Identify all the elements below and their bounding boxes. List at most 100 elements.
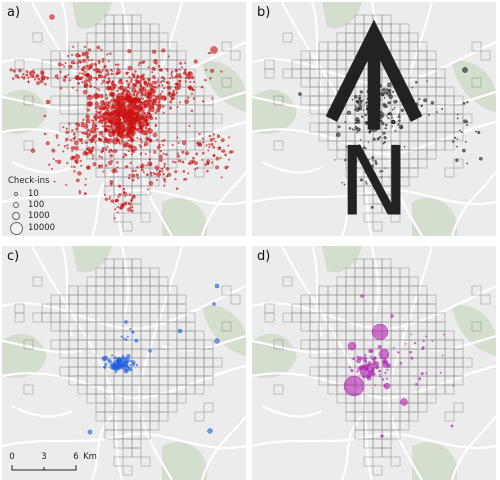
- checkin-point: [213, 154, 216, 157]
- checkin-point: [89, 81, 92, 84]
- checkin-point: [127, 207, 132, 212]
- checkin-point: [128, 109, 135, 116]
- checkin-point: [88, 138, 91, 141]
- grid-cell: [23, 95, 34, 106]
- checkin-point: [355, 154, 358, 156]
- checkin-point: [78, 72, 81, 75]
- grid-cell: [203, 131, 214, 142]
- checkin-point: [123, 118, 126, 121]
- grid-cell: [273, 140, 284, 151]
- checkin-point: [159, 149, 162, 153]
- checkin-point: [132, 83, 135, 86]
- checkin-point: [231, 150, 234, 153]
- checkin-point: [213, 137, 215, 140]
- checkin-point: [426, 80, 428, 82]
- checkin-point: [105, 97, 109, 100]
- checkin-point: [108, 198, 111, 201]
- checkin-point: [352, 358, 355, 361]
- checkin-point: [335, 132, 341, 138]
- checkin-point: [362, 109, 365, 111]
- checkin-point: [117, 86, 121, 90]
- checkin-point: [428, 113, 431, 116]
- checkin-point: [55, 134, 59, 138]
- checkin-point: [181, 160, 184, 163]
- checkin-point: [109, 180, 114, 184]
- checkin-point: [374, 384, 377, 387]
- checkin-point: [86, 108, 90, 112]
- checkin-point: [121, 99, 124, 102]
- checkin-point: [397, 123, 400, 125]
- grid-cell: [203, 158, 214, 169]
- checkin-point: [71, 155, 74, 158]
- grid-cell: [212, 357, 223, 368]
- checkin-point: [107, 77, 111, 80]
- grid-cell: [194, 140, 205, 151]
- checkin-point: [181, 140, 187, 146]
- checkin-point: [403, 145, 406, 148]
- checkin-point: [109, 125, 114, 130]
- checkin-point: [365, 147, 367, 150]
- checkin-point: [381, 112, 384, 114]
- checkin-point: [146, 85, 149, 88]
- road: [2, 432, 246, 450]
- checkin-point: [101, 69, 104, 72]
- checkin-point: [88, 84, 93, 88]
- checkin-point: [162, 177, 166, 181]
- checkin-point: [113, 363, 116, 366]
- checkin-point: [123, 102, 126, 105]
- scale-bar: 0 3 6 Km: [8, 452, 108, 476]
- grid-cell: [390, 212, 401, 223]
- road: [252, 364, 496, 400]
- checkin-point: [344, 121, 347, 123]
- checkin-point: [81, 72, 84, 75]
- checkin-point: [221, 150, 224, 153]
- checkin-point: [110, 69, 112, 71]
- checkin-point: [174, 170, 178, 174]
- checkin-point: [71, 129, 74, 132]
- map-panel-a: a) Check-ins 10 100 1000 10000: [2, 2, 246, 236]
- grid-cell: [372, 465, 383, 476]
- grid-cell: [471, 77, 482, 88]
- checkin-point: [52, 157, 55, 160]
- checkin-point: [111, 113, 114, 117]
- checkin-point: [350, 368, 354, 373]
- checkin-point: [123, 120, 127, 123]
- grid-cell: [32, 32, 43, 43]
- grid-cell: [131, 203, 142, 214]
- checkin-point: [166, 69, 169, 72]
- checkin-point: [113, 168, 117, 172]
- grid-cell: [273, 384, 284, 395]
- checkin-point: [393, 107, 396, 109]
- checkin-point: [198, 132, 201, 136]
- road: [252, 41, 496, 86]
- checkin-point: [380, 111, 382, 113]
- checkin-point: [90, 139, 93, 142]
- checkin-point: [204, 163, 208, 167]
- checkin-point: [160, 167, 164, 171]
- checkin-point: [116, 89, 119, 93]
- checkin-point: [70, 165, 73, 168]
- checkin-point: [359, 90, 363, 94]
- checkin-point: [120, 335, 123, 338]
- checkin-point: [129, 327, 132, 330]
- checkin-point: [22, 76, 26, 80]
- checkin-point: [171, 70, 174, 73]
- checkin-point: [374, 361, 377, 364]
- checkin-point: [152, 132, 158, 138]
- checkin-point: [212, 145, 216, 149]
- checkin-point: [43, 132, 47, 136]
- checkin-point: [462, 67, 468, 73]
- checkin-point: [441, 354, 444, 357]
- checkin-point: [153, 94, 156, 97]
- checkin-point: [415, 80, 418, 84]
- checkin-point: [202, 141, 205, 144]
- checkin-point: [372, 172, 376, 176]
- checkin-point: [131, 125, 135, 128]
- checkin-point: [153, 150, 157, 154]
- checkin-point: [380, 113, 385, 118]
- checkin-point: [99, 93, 104, 99]
- checkin-point: [72, 132, 76, 136]
- checkin-point: [83, 82, 89, 87]
- checkin-point: [415, 383, 418, 386]
- checkin-point: [188, 124, 191, 127]
